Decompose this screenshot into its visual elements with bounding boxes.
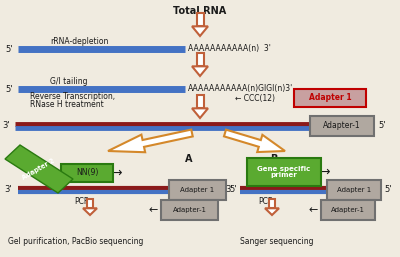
Text: ←: ← xyxy=(149,205,158,215)
Bar xyxy=(196,95,204,108)
Text: Adapter-1: Adapter-1 xyxy=(172,207,206,213)
Text: Total RNA: Total RNA xyxy=(173,6,227,16)
Text: Adapter 1: Adapter 1 xyxy=(337,187,371,193)
Text: NN(9): NN(9) xyxy=(76,169,98,178)
Text: rRNA-depletion: rRNA-depletion xyxy=(50,37,108,46)
Text: AAAAAAAAAAA(n)GIGI(n)3': AAAAAAAAAAA(n)GIGI(n)3' xyxy=(188,85,293,94)
Text: Adapter 1: Adapter 1 xyxy=(309,94,351,103)
Text: Gel purification, PacBio sequencing: Gel purification, PacBio sequencing xyxy=(8,237,143,246)
Bar xyxy=(269,199,275,208)
Text: ←: ← xyxy=(309,205,318,215)
Text: Adapter-1: Adapter-1 xyxy=(323,122,361,131)
Text: Adapter 1: Adapter 1 xyxy=(180,187,215,193)
Polygon shape xyxy=(5,145,73,193)
Text: 5': 5' xyxy=(384,186,392,195)
Text: B: B xyxy=(270,154,277,164)
Polygon shape xyxy=(83,208,97,215)
FancyBboxPatch shape xyxy=(321,200,375,220)
FancyBboxPatch shape xyxy=(169,180,226,200)
FancyBboxPatch shape xyxy=(161,200,218,220)
Text: Adapter 2: Adapter 2 xyxy=(21,157,55,181)
Bar xyxy=(196,53,204,66)
Text: →: → xyxy=(112,167,122,179)
Text: 5': 5' xyxy=(6,44,13,53)
Polygon shape xyxy=(224,130,285,152)
Bar xyxy=(87,199,93,208)
Text: Adapter-1: Adapter-1 xyxy=(331,207,365,213)
Text: 5': 5' xyxy=(6,85,13,94)
Text: G/I tailing: G/I tailing xyxy=(50,77,88,86)
Text: Gene specific
primer: Gene specific primer xyxy=(257,166,311,179)
Text: RNase H treatment: RNase H treatment xyxy=(30,100,104,109)
Text: ← CCC(12): ← CCC(12) xyxy=(235,95,275,104)
Bar xyxy=(196,13,204,26)
FancyBboxPatch shape xyxy=(61,164,113,182)
Polygon shape xyxy=(192,26,208,36)
Text: AAAAAAAAAAA(n)  3': AAAAAAAAAAA(n) 3' xyxy=(188,44,271,53)
Text: 3': 3' xyxy=(225,186,233,195)
Polygon shape xyxy=(108,130,193,152)
FancyBboxPatch shape xyxy=(310,116,374,136)
Text: 5': 5' xyxy=(378,122,386,131)
Polygon shape xyxy=(265,208,279,215)
Polygon shape xyxy=(192,108,208,118)
Text: A: A xyxy=(185,154,192,164)
Text: 5': 5' xyxy=(229,186,236,195)
FancyBboxPatch shape xyxy=(327,180,381,200)
FancyBboxPatch shape xyxy=(247,158,321,186)
Text: PCR: PCR xyxy=(74,197,89,206)
Text: 3': 3' xyxy=(2,122,10,131)
Text: Sanger sequencing: Sanger sequencing xyxy=(240,237,314,246)
FancyBboxPatch shape xyxy=(294,89,366,107)
Polygon shape xyxy=(192,66,208,76)
Text: PCR: PCR xyxy=(258,197,273,206)
Text: Reverse Transcription,: Reverse Transcription, xyxy=(30,92,115,101)
Text: →: → xyxy=(320,166,330,179)
Text: 3': 3' xyxy=(4,186,12,195)
